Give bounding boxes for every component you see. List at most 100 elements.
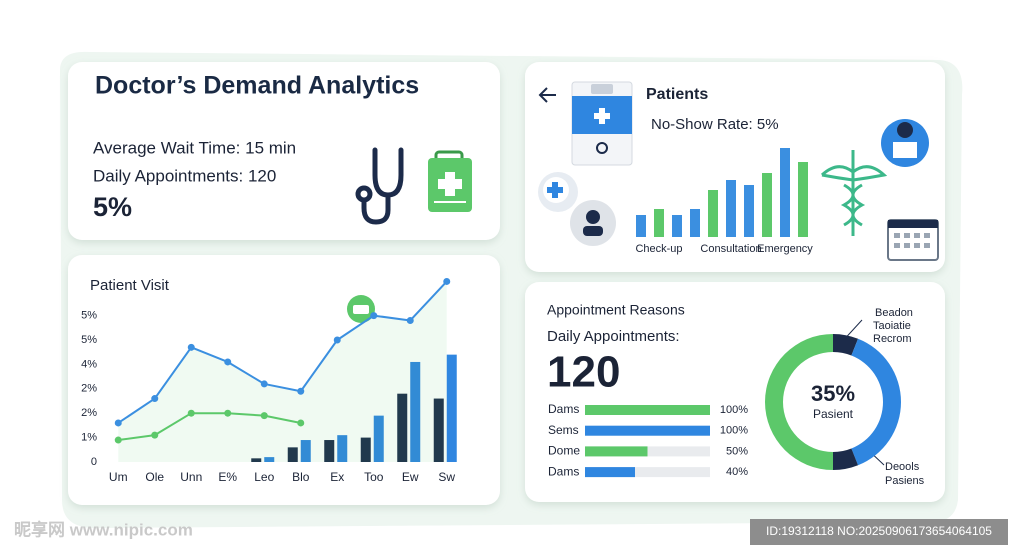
bar [780, 148, 790, 237]
x-tick-label: Ole [145, 470, 164, 484]
bar [672, 215, 682, 237]
bar [762, 173, 772, 237]
bar [251, 458, 262, 462]
x-tick-label: Um [109, 470, 128, 484]
y-tick-label: 0 [91, 456, 97, 468]
summary-line: Average Wait Time: 15 min [93, 138, 296, 157]
bar [300, 440, 311, 462]
x-tick-label: Check-up [635, 243, 682, 255]
chart-badge-icon [347, 295, 375, 323]
bar-label: Sems [548, 423, 579, 437]
x-tick-label: Unn [180, 470, 202, 484]
bar [324, 440, 335, 462]
watermark-left: 昵享网 www.nipic.com [14, 519, 193, 539]
x-tick-label: Ex [330, 470, 344, 484]
value-label: 100% [720, 404, 748, 416]
bar [654, 209, 664, 237]
donut-segment [833, 448, 859, 470]
bar [337, 435, 348, 462]
y-tick-label: 5% [81, 334, 97, 346]
x-tick-label: Leo [254, 470, 274, 484]
card-title: Patients [646, 86, 708, 103]
stethoscope-icon [355, 147, 404, 225]
bar [708, 190, 718, 237]
donut-segment [851, 338, 901, 466]
bar [373, 415, 384, 462]
line [117, 280, 448, 424]
point [297, 387, 305, 395]
bar [726, 180, 736, 237]
calendar-icon [887, 219, 939, 261]
donut-segment [765, 334, 833, 470]
point [260, 380, 268, 388]
summary-line: Daily Appointments: 120 [93, 166, 276, 185]
bar [585, 405, 710, 415]
back-arrow[interactable] [538, 87, 556, 103]
x-tick-label: Ew [402, 470, 419, 484]
bar [264, 457, 275, 462]
value-label: 40% [726, 466, 748, 478]
point [151, 431, 159, 439]
card-note: No-Show Rate: 5% [651, 116, 779, 133]
point [114, 419, 122, 427]
value-label: 50% [726, 445, 748, 457]
bar-label: Dams [548, 464, 579, 478]
card-subtitle: Daily Appointments: [547, 328, 680, 345]
watermark-right: ID:19312118 NO:20250906173654064105 [766, 524, 992, 538]
big-number: 120 [547, 348, 620, 397]
clipboard-icon [571, 81, 633, 166]
caduceus-icon [820, 150, 888, 236]
callout: Taoiatie [873, 320, 911, 332]
point [370, 312, 378, 320]
bar [410, 361, 421, 462]
point [151, 395, 159, 403]
value-label: 100% [720, 425, 748, 437]
y-tick-label: 1% [81, 432, 97, 444]
bar [446, 354, 457, 462]
donut-center: 35% [811, 381, 855, 406]
bar-label: Dome [548, 444, 580, 458]
point [187, 343, 195, 351]
y-tick-label: 2% [81, 407, 97, 419]
point [297, 419, 305, 427]
doctor-icon [881, 119, 929, 167]
title: Doctor’s Demand Analytics [95, 72, 419, 100]
point [187, 409, 195, 417]
bar [798, 162, 808, 237]
y-tick-label: 5% [81, 310, 97, 322]
bar [397, 393, 408, 462]
y-tick-label: 2% [81, 383, 97, 395]
summary-highlight: 5% [93, 192, 132, 222]
bar [585, 467, 635, 478]
x-tick-label: Consultation [700, 243, 761, 255]
callout: Recrom [873, 333, 912, 345]
bar [585, 446, 648, 457]
line [118, 412, 301, 442]
bar-label: Dams [548, 402, 579, 416]
point [224, 358, 232, 366]
point [406, 316, 414, 324]
bar-track [585, 467, 710, 478]
point [260, 412, 268, 420]
callout: Pasiens [885, 475, 925, 487]
callout: Beadon [875, 307, 913, 319]
watermark-bar [750, 519, 1008, 545]
badge-icons [538, 172, 616, 246]
medical-bag-icon [428, 150, 472, 212]
x-tick-label: Emergency [757, 243, 813, 255]
bar [744, 185, 754, 237]
bar [433, 398, 444, 462]
point [114, 436, 122, 444]
y-tick-label: 4% [81, 358, 97, 370]
bar [636, 215, 646, 237]
x-tick-label: Blo [292, 470, 310, 484]
point [224, 409, 232, 417]
bar [287, 447, 298, 462]
donut-segment [833, 334, 859, 356]
x-tick-label: E% [218, 470, 237, 484]
card-title: Patient Visit [90, 277, 170, 294]
bar [585, 425, 710, 436]
x-tick-label: Sw [438, 470, 455, 484]
bar [690, 209, 700, 237]
